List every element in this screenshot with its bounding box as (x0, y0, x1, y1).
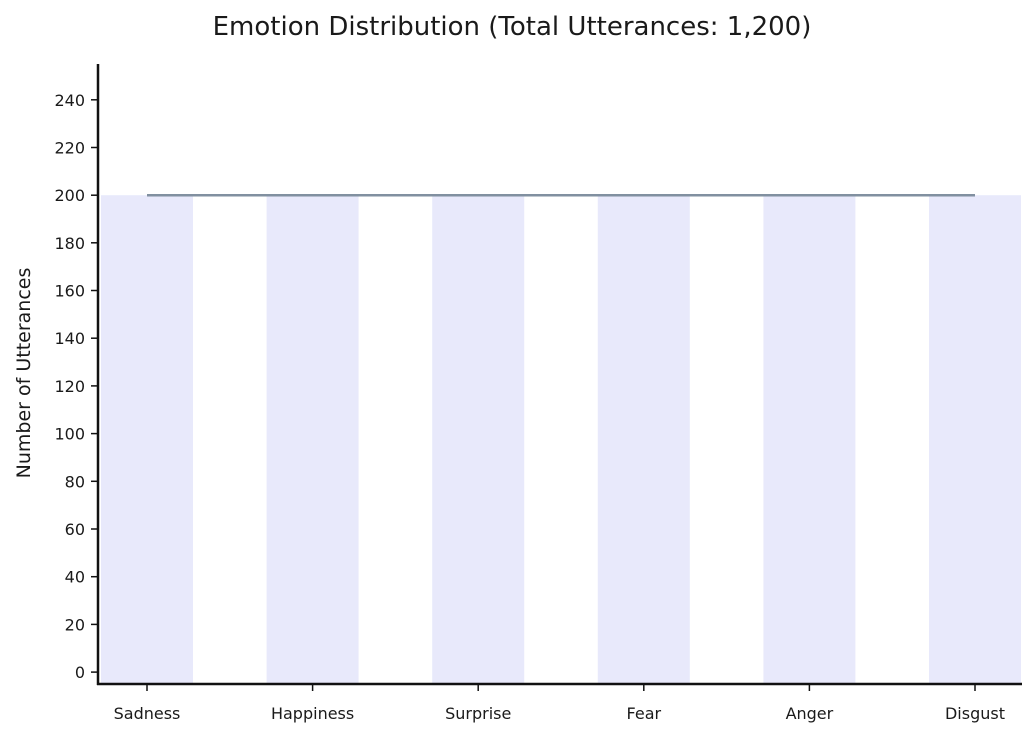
y-tick-label: 160 (54, 282, 85, 301)
y-tick-label: 20 (65, 615, 85, 634)
y-axis-title: Number of Utterances (13, 268, 35, 479)
x-tick-label-surprise: Surprise (445, 704, 511, 723)
y-tick-label: 100 (54, 425, 85, 444)
bars-layer (101, 195, 1021, 684)
y-tick-label: 40 (65, 568, 85, 587)
y-tick-label: 140 (54, 329, 85, 348)
bar-sadness (101, 195, 193, 684)
y-tick-label: 0 (75, 663, 85, 682)
y-tick-label: 60 (65, 520, 85, 539)
bar-fear (597, 195, 690, 684)
y-ticks-layer: 0 20 40 60 80 100 120 140 160 180 200 220 240 (54, 91, 98, 682)
chart-title: Emotion Distribution (Total Utterances: … (212, 12, 812, 42)
x-tick-label-sadness: Sadness (114, 704, 181, 723)
y-tick-label: 120 (54, 377, 85, 396)
y-tick-label: 180 (54, 234, 85, 253)
x-tick-label-disgust: Disgust (945, 704, 1005, 723)
x-tick-label-anger: Anger (786, 704, 834, 723)
y-tick-label: 220 (54, 139, 85, 158)
x-tick-label-happiness: Happiness (271, 704, 354, 723)
bar-disgust (929, 195, 1021, 684)
bar-happiness (266, 195, 359, 684)
y-tick-label: 80 (65, 472, 85, 491)
x-ticks-layer: Sadness Happiness Surprise Fear Anger Disgust (114, 684, 1005, 723)
axes-layer (96, 64, 1022, 686)
bar-surprise (432, 195, 525, 684)
bar-anger (763, 195, 856, 684)
x-tick-label-fear: Fear (627, 704, 662, 723)
y-tick-label: 200 (54, 186, 85, 205)
y-tick-label: 240 (54, 91, 85, 110)
